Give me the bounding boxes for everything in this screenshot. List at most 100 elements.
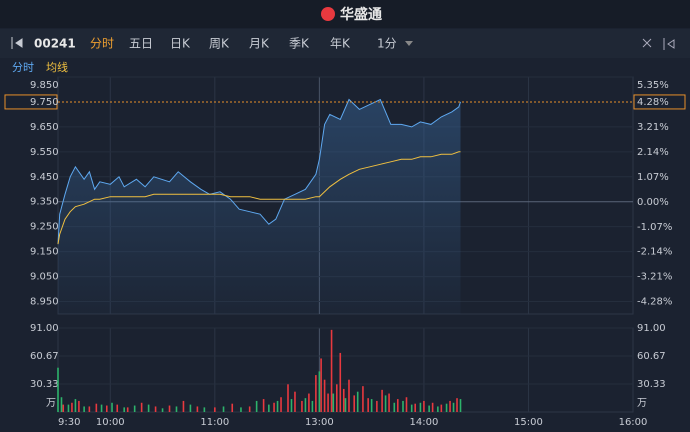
volume-bar <box>344 398 347 412</box>
legend-average: 均线 <box>46 60 68 74</box>
volume-bar <box>456 398 458 412</box>
y2-tick-label: 1.07% <box>637 172 669 183</box>
volume-bar <box>384 395 387 412</box>
volume-bar <box>327 393 329 412</box>
y2-tick-label: 60.67 <box>637 351 666 362</box>
y-tick-label: 9.850 <box>30 80 59 91</box>
collapse-icon[interactable] <box>11 37 23 49</box>
volume-bar <box>356 391 359 412</box>
volume-bar <box>67 404 70 412</box>
volume-bar <box>445 403 448 412</box>
unit-label: 万 <box>46 398 56 409</box>
volume-bar <box>294 391 296 412</box>
volume-bar <box>287 384 289 412</box>
y2-tick-label: -2.14% <box>637 247 672 258</box>
volume-bar <box>214 407 216 412</box>
volume-bar <box>203 407 206 412</box>
volume-bar <box>231 403 234 412</box>
last-price-box <box>4 94 58 110</box>
y2-tick-label: 5.35% <box>637 80 669 91</box>
volume-bar <box>100 404 103 412</box>
x-tick-label: 15:00 <box>514 417 543 428</box>
volume-bar <box>320 358 322 412</box>
tab[interactable]: 1分 <box>377 37 397 51</box>
volume-bar <box>105 405 108 412</box>
tab[interactable]: 年K <box>330 37 351 51</box>
y-tick-label: 9.650 <box>30 122 59 133</box>
volume-bar <box>323 379 326 412</box>
volume-bar <box>335 384 338 412</box>
y-tick-label: 9.050 <box>30 272 59 283</box>
tab[interactable]: 季K <box>289 37 310 51</box>
y-tick-label: 9.550 <box>30 147 59 158</box>
last-change-box <box>633 94 686 110</box>
volume-bar <box>196 406 199 412</box>
volume-bar <box>189 404 192 412</box>
tab[interactable]: 五日 <box>129 37 153 51</box>
volume-bar <box>240 407 242 412</box>
dropdown-arrow[interactable] <box>405 41 413 46</box>
volume-bar <box>318 371 321 412</box>
y2-tick-label: 3.21% <box>637 122 669 133</box>
volume-bar <box>273 402 275 412</box>
header-bar <box>0 0 690 28</box>
volume-bar <box>330 329 333 412</box>
volume-bar <box>459 399 462 412</box>
x-tick-label: 13:00 <box>305 417 334 428</box>
x-tick-label: 9:30 <box>58 417 80 428</box>
y2-tick-label: -3.21% <box>637 272 672 283</box>
volume-bar <box>74 399 77 412</box>
volume-bar <box>182 400 185 412</box>
volume-bar <box>437 406 439 412</box>
last-change-label: 4.28% <box>637 97 669 108</box>
tab[interactable]: 周K <box>209 37 230 51</box>
volume-bar <box>423 400 425 412</box>
volume-bar <box>111 402 113 412</box>
volume-bar <box>402 400 404 412</box>
y2-tick-label: 91.00 <box>637 323 666 334</box>
volume-bar <box>140 402 143 412</box>
x-tick-label: 11:00 <box>200 417 229 428</box>
volume-bar <box>60 397 63 412</box>
volume-bar <box>88 406 91 412</box>
volume-bar <box>370 399 373 412</box>
volume-bar <box>290 399 293 412</box>
volume-bar <box>367 398 369 412</box>
volume-bar <box>57 367 59 412</box>
volume-bar <box>431 402 434 412</box>
volume-bar <box>339 352 342 412</box>
volume-bar <box>440 404 443 412</box>
volume-bar <box>396 399 399 412</box>
volume-bar <box>123 407 126 412</box>
volume-bar <box>248 406 251 412</box>
volume-bar <box>311 400 314 412</box>
volume-bar <box>388 393 390 412</box>
y2-tick-label: -4.28% <box>637 297 672 308</box>
window-icons[interactable] <box>642 38 675 50</box>
volume-bar <box>428 405 430 412</box>
volume-bar <box>71 402 73 412</box>
stock-code: 00241 <box>34 37 76 51</box>
y-tick-label: 8.950 <box>30 297 59 308</box>
price-area <box>58 99 461 314</box>
y-tick-label: 91.00 <box>30 323 59 334</box>
y-tick-label: 9.350 <box>30 197 59 208</box>
volume-bar <box>255 400 258 412</box>
y-tick-label: 9.150 <box>30 247 59 258</box>
volume-bar <box>452 402 455 412</box>
tab[interactable]: 分时 <box>90 37 114 51</box>
volume-bar <box>308 393 310 412</box>
tab[interactable]: 日K <box>170 37 191 51</box>
y-tick-label: 9.250 <box>30 222 59 233</box>
volume-bar <box>414 403 416 412</box>
volume-bar <box>353 395 356 412</box>
volume-bar <box>175 406 178 412</box>
volume-bar <box>348 379 350 412</box>
tab[interactable]: 月K <box>249 37 270 51</box>
volume-bar <box>168 405 171 412</box>
volume-bar <box>342 388 345 412</box>
volume-bar <box>315 375 317 412</box>
volume-bar <box>449 400 451 412</box>
